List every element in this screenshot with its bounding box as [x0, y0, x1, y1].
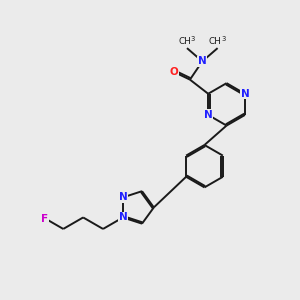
- Text: O: O: [170, 67, 178, 77]
- Text: N: N: [198, 56, 207, 66]
- Text: 3: 3: [221, 36, 226, 42]
- Text: F: F: [41, 214, 48, 224]
- Text: CH: CH: [178, 37, 191, 46]
- Text: N: N: [118, 212, 127, 223]
- Text: N: N: [118, 192, 127, 203]
- Text: N: N: [241, 89, 249, 99]
- Text: N: N: [204, 110, 213, 120]
- Text: CH: CH: [209, 37, 222, 46]
- Text: 3: 3: [191, 36, 195, 42]
